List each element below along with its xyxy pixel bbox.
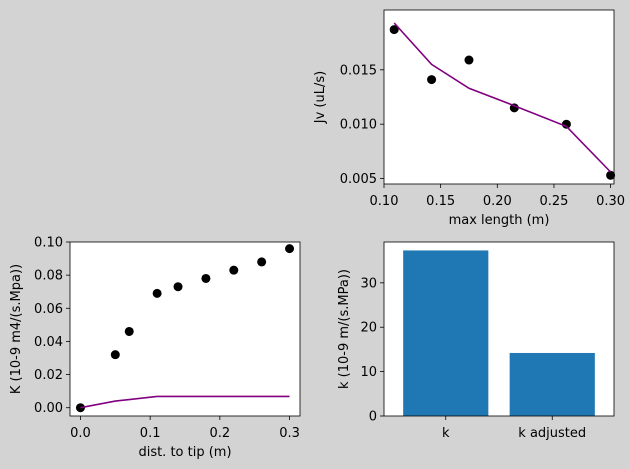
x-tick-label: 0.0	[70, 426, 91, 441]
data-point	[389, 25, 399, 35]
x-tick-label: k adjusted	[518, 426, 586, 441]
chart-K-vs-dist: 0.00 0.02 0.04 0.06 0.08 0.10 0.0 0.1 0.2 0.3 dist…	[9, 236, 301, 460]
y-axis-label: K (10-9 m4/(s.Mpa))	[9, 264, 24, 394]
data-point	[201, 273, 211, 283]
chart-jv-vs-length: 0.005 0.010 0.015 0.10 0.15 0.20 0.25 0.30 max l…	[313, 9, 625, 228]
x-tick-label: 0.25	[539, 194, 568, 209]
data-point	[257, 257, 267, 267]
y-tick-label: 0.010	[340, 118, 377, 133]
data-point	[427, 75, 437, 85]
x-tick-label: 0.10	[370, 194, 399, 209]
y-tick-label: 0.06	[34, 302, 63, 317]
y-tick-label: 0.005	[340, 172, 377, 187]
data-point	[110, 350, 120, 360]
data-point	[606, 170, 616, 180]
plot-area	[70, 242, 300, 416]
y-tick-label: 20	[360, 321, 377, 336]
y-tick-label: 0.04	[34, 335, 63, 350]
y-tick-label: 0	[369, 410, 377, 425]
x-axis-label: dist. to tip (m)	[138, 445, 231, 460]
fit-line	[393, 22, 612, 173]
plot-frame	[383, 241, 615, 417]
y-tick-label: 10	[360, 365, 377, 380]
plot-frame	[383, 9, 615, 185]
y-axis-label: Jv (uL/s)	[313, 71, 328, 124]
y-tick-label: 30	[360, 276, 377, 291]
x-tick-label: 0.1	[140, 426, 161, 441]
y-tick-label: 0.10	[34, 236, 63, 251]
data-point	[152, 288, 162, 298]
x-tick-label: 0.15	[426, 194, 455, 209]
x-tick-label: 0.30	[596, 194, 625, 209]
y-tick-label: 0.08	[34, 269, 63, 284]
y-tick-label: 0.015	[340, 63, 377, 78]
bar-k	[403, 250, 489, 416]
plot-frame	[69, 241, 301, 417]
chart-k-bars: 0 10 20 30 k k adjusted k (10-9 m/(s.MPa))	[337, 241, 615, 441]
plot-area	[384, 10, 614, 184]
data-point	[464, 55, 474, 65]
x-tick-label: 0.2	[210, 426, 231, 441]
y-axis-label: k (10-9 m/(s.MPa))	[337, 269, 352, 389]
data-point	[75, 403, 85, 413]
fit-line	[80, 395, 290, 409]
x-tick-label: k	[442, 426, 450, 441]
data-point	[229, 265, 239, 275]
x-tick-label: 0.20	[483, 194, 512, 209]
x-tick-label: 0.3	[279, 426, 300, 441]
data-point	[561, 119, 571, 129]
data-point	[285, 244, 295, 254]
data-point	[124, 326, 134, 336]
y-tick-label: 0.02	[34, 368, 63, 383]
data-point	[173, 282, 183, 292]
y-tick-label: 0.00	[34, 401, 63, 416]
x-axis-label: max length (m)	[449, 213, 550, 228]
bar-k-adjusted	[509, 352, 595, 416]
